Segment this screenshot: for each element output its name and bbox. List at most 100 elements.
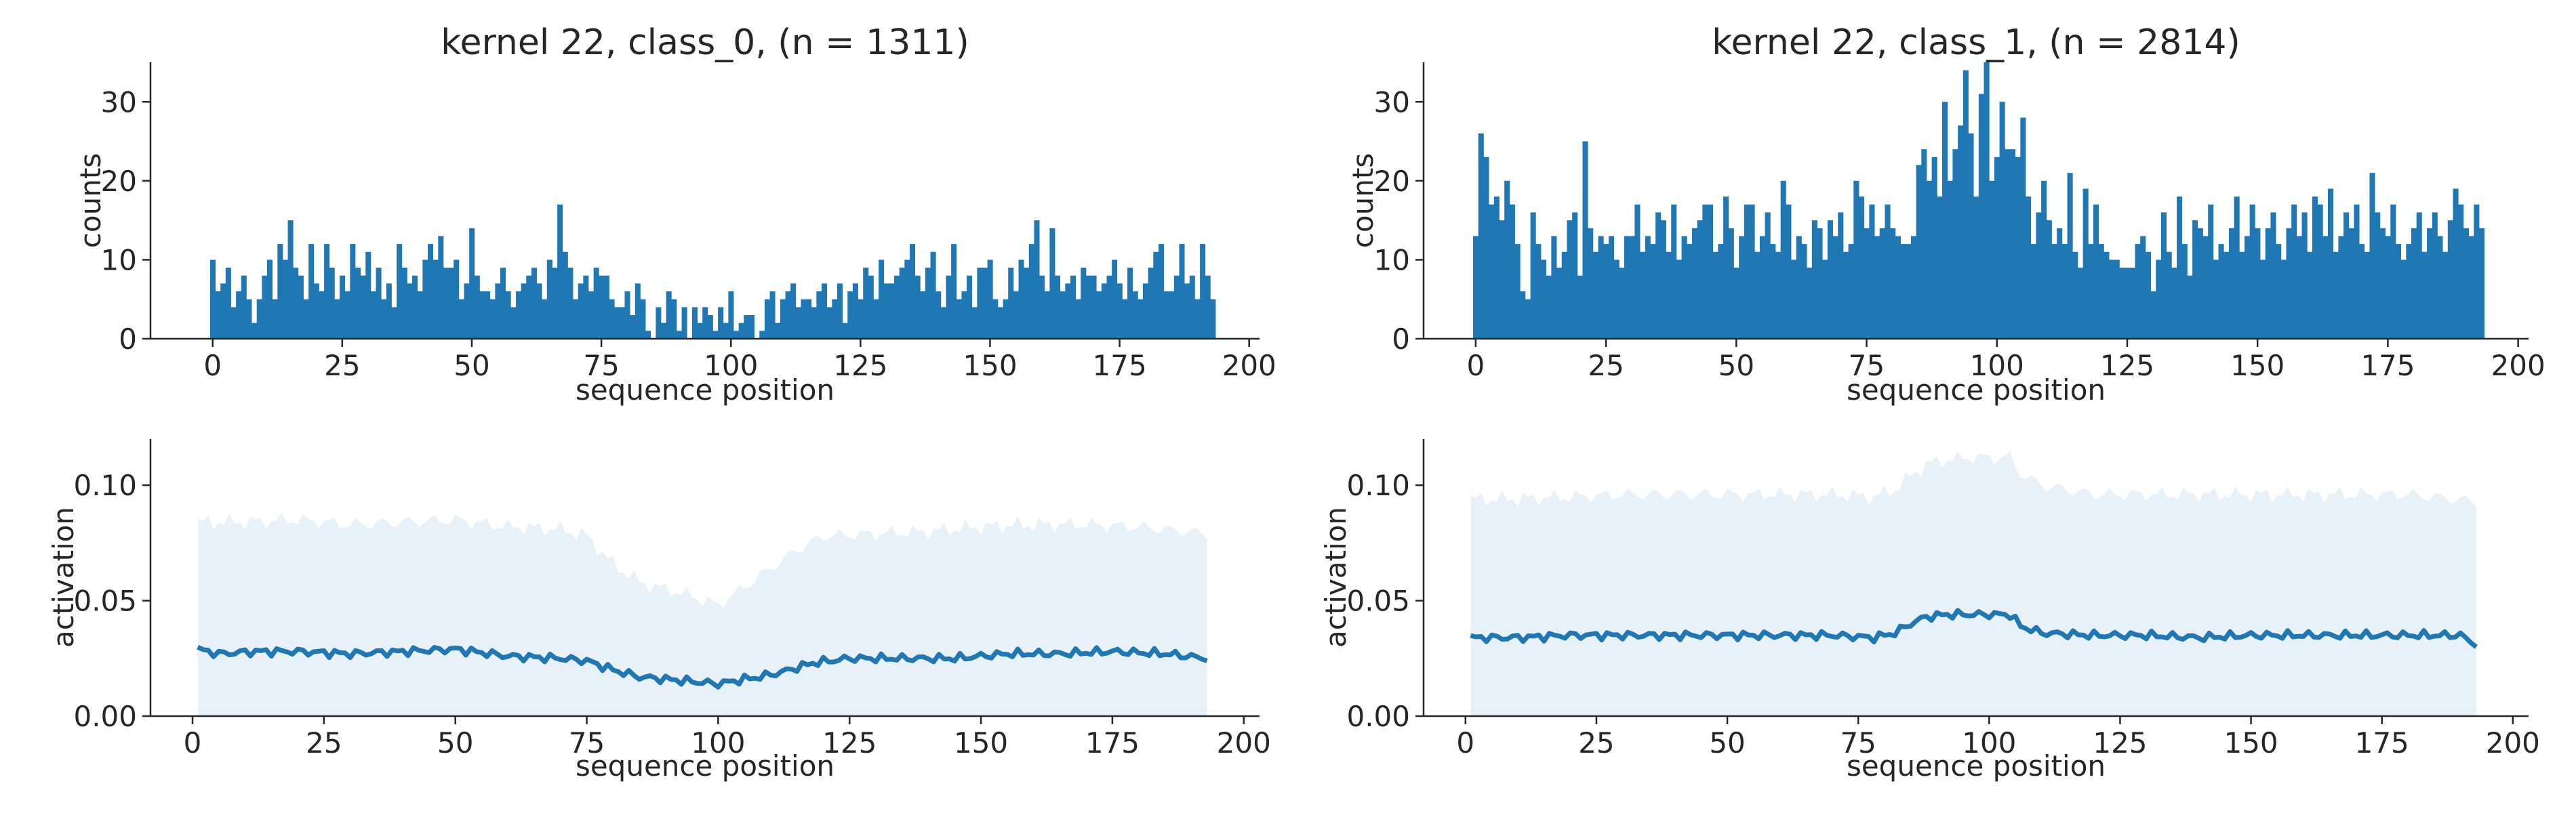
histogram-bar	[578, 283, 584, 339]
histogram-bar	[1718, 244, 1724, 339]
histogram-bar	[2104, 251, 2110, 339]
histogram-bar	[1039, 275, 1045, 339]
histogram-bar	[2276, 244, 2282, 339]
histogram-bar	[2171, 268, 2177, 339]
histogram-bar	[2379, 228, 2386, 339]
histogram-bar	[1807, 268, 1813, 339]
histogram-bar	[386, 283, 392, 339]
histogram-bar	[914, 275, 921, 339]
histogram-bar	[2077, 268, 2084, 339]
histogram-bar	[241, 275, 247, 339]
histogram-bar	[1122, 299, 1128, 339]
histogram-bar	[1874, 236, 1880, 339]
x-axis-label: sequence position	[576, 749, 834, 783]
histogram-bar	[469, 228, 475, 339]
histogram-bar	[2280, 259, 2287, 339]
histogram-bar	[2478, 228, 2485, 339]
histogram-bar	[982, 268, 988, 339]
histogram-bar	[2442, 251, 2449, 339]
histogram-bar	[2057, 228, 2063, 339]
histogram-bar	[1796, 236, 1802, 339]
histogram-bar	[2005, 149, 2011, 339]
histogram-bar	[531, 268, 537, 339]
histogram-bar	[2208, 204, 2214, 339]
histogram-bar	[842, 322, 848, 339]
histogram-bar	[1895, 236, 1901, 339]
histogram-bar	[334, 299, 340, 339]
histogram-bar	[562, 251, 568, 339]
histogram-bar	[1822, 259, 1828, 339]
histogram-bar	[1483, 157, 1489, 339]
histogram-bar	[1650, 244, 1656, 339]
y-tick-label: 0.00	[1346, 700, 1410, 733]
histogram-bar	[552, 268, 558, 339]
histogram-bar	[1926, 180, 1933, 339]
histogram-bar	[1044, 291, 1050, 339]
histogram-bar	[313, 283, 319, 339]
histogram-bar	[822, 283, 828, 339]
histogram-bar	[1127, 268, 1133, 339]
histogram-bar	[723, 322, 729, 339]
histogram-bar	[308, 244, 315, 339]
histogram-bar	[2322, 236, 2329, 339]
histogram-bar	[2093, 204, 2099, 339]
histogram-bar	[220, 283, 226, 339]
histogram-bar	[1473, 236, 1479, 339]
histogram-bar	[2348, 228, 2354, 339]
histogram-bar	[1749, 204, 1755, 339]
histogram-bar	[1765, 212, 1771, 339]
histogram-bar	[2067, 173, 2073, 339]
histogram-bar	[992, 299, 999, 339]
x-ticks: 0 25 50 75 100 125 150 175 200	[1456, 716, 2540, 759]
histogram-bar	[370, 291, 376, 339]
histogram-bar	[573, 299, 579, 339]
histogram-bar	[1838, 212, 1844, 339]
histogram-bar	[1091, 275, 1097, 339]
histogram-bar	[2020, 117, 2026, 339]
histogram-bar	[707, 315, 713, 339]
histogram-bar	[2228, 228, 2234, 339]
histogram-bar	[1075, 299, 1081, 339]
x-tick-label: 25	[306, 726, 342, 759]
histogram-bar	[360, 275, 366, 339]
histogram-bar	[691, 307, 698, 339]
histogram-bar	[2041, 180, 2047, 339]
histogram-bar	[1567, 220, 1573, 339]
histogram-bar	[1132, 291, 1138, 339]
histogram-bar	[236, 291, 242, 339]
histogram-bar	[951, 244, 957, 339]
y-tick-label: 0	[1392, 322, 1410, 356]
histogram-bar	[1811, 220, 1817, 339]
histogram-bar	[246, 299, 252, 339]
histogram-bar	[1671, 204, 1677, 339]
histogram-bar	[2390, 204, 2396, 339]
histogram-bar	[583, 275, 589, 339]
histogram-bar	[769, 291, 776, 339]
histogram-bar	[1687, 244, 1693, 339]
histogram-bar	[1910, 236, 1916, 339]
histogram-bar	[2307, 251, 2313, 339]
histogram-bar	[1848, 244, 1854, 339]
histogram-bar	[1754, 251, 1760, 339]
histogram-bar	[2234, 196, 2240, 339]
mean-activation-line	[197, 644, 1208, 690]
y-tick-label: 0.00	[73, 700, 137, 733]
activation-range-band	[197, 513, 1207, 716]
y-tick-label: 0.10	[1346, 469, 1410, 502]
histogram-bar	[1978, 93, 1984, 339]
histogram-bar	[1200, 244, 1206, 339]
histogram-bar	[909, 244, 916, 339]
histogram-bar	[1509, 204, 1515, 339]
histogram-bar	[1885, 204, 1891, 339]
x-tick-label: 50	[454, 349, 489, 382]
x-tick-label: 0	[184, 726, 202, 759]
x-tick-label: 175	[1093, 349, 1147, 382]
histogram-bar	[2395, 244, 2402, 339]
histogram-bar	[904, 259, 910, 339]
histogram-bar	[489, 299, 496, 339]
histogram-bar	[1780, 180, 1786, 339]
histogram-bar	[344, 291, 350, 339]
histogram-bar	[365, 251, 371, 339]
plot-marks	[1473, 62, 2485, 339]
histogram-bar	[1973, 196, 1979, 339]
